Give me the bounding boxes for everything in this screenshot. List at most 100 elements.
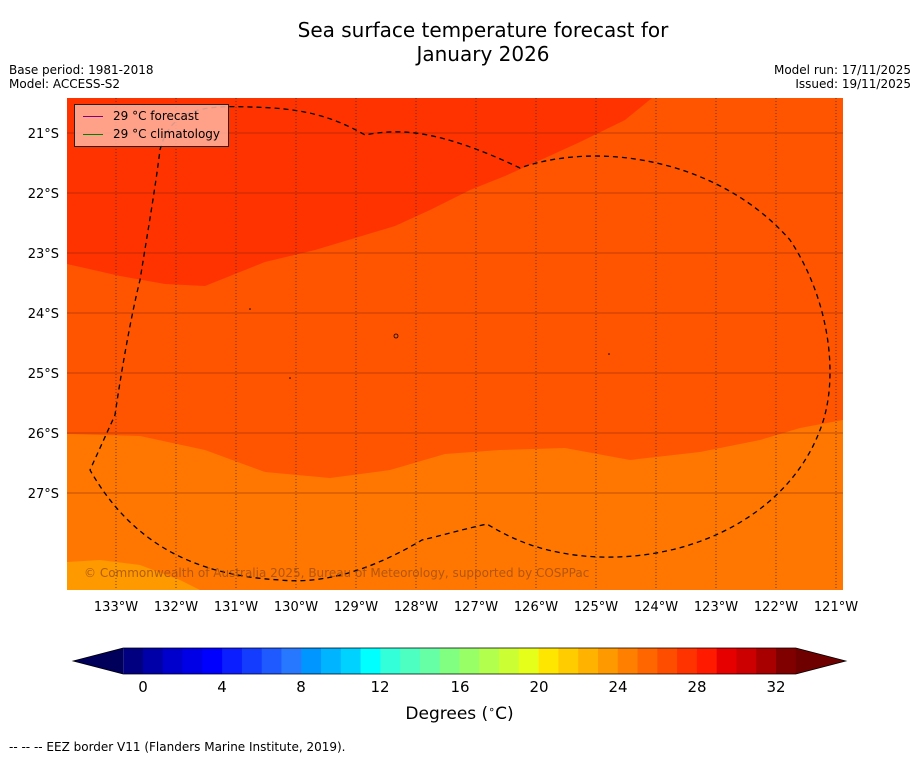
colorbar-tick-label: 16	[450, 678, 469, 696]
colorbar-segment	[380, 648, 401, 674]
legend-climatology: 29 °C climatology	[83, 126, 220, 142]
lat-tick-label: 23°S	[28, 247, 59, 262]
colorbar-tick-label: 12	[370, 678, 389, 696]
colorbar-segment	[776, 648, 797, 674]
colorbar-segment	[281, 648, 302, 674]
lat-tick-label: 22°S	[28, 187, 59, 202]
map-title: Sea surface temperature forecast for Jan…	[0, 18, 919, 66]
lon-tick-label: 131°W	[214, 600, 258, 615]
island-marker	[249, 308, 251, 310]
colorbar-segment	[597, 648, 619, 674]
colorbar-segment	[459, 648, 480, 674]
model-name: Model: ACCESS-S2	[9, 77, 121, 91]
lat-tick-label: 21°S	[28, 127, 59, 142]
lat-tick-label: 24°S	[28, 307, 59, 322]
island-marker	[289, 377, 291, 379]
island-marker	[608, 353, 610, 355]
colorbar-segment	[400, 648, 421, 674]
copyright-text: © Commonwealth of Australia 2025, Bureau…	[84, 566, 589, 580]
colorbar-segment	[617, 648, 639, 674]
colorbar-outline	[71, 647, 848, 675]
legend-forecast-swatch	[83, 115, 103, 117]
colorbar-segment	[578, 648, 599, 674]
lon-tick-label: 130°W	[274, 600, 318, 615]
colorbar-segment	[360, 648, 381, 674]
issued-date: Issued: 19/11/2025	[795, 77, 911, 91]
colorbar-segment	[439, 648, 460, 674]
legend-forecast-label: 29 °C forecast	[113, 109, 199, 123]
lat-tick-label: 26°S	[28, 427, 59, 442]
title-line-2: January 2026	[416, 42, 550, 66]
eez-footnote: -- -- -- EEZ border V11 (Flanders Marine…	[9, 740, 346, 754]
grid-lines	[115, 98, 837, 590]
lon-tick-label: 129°W	[334, 600, 378, 615]
region-southwest	[67, 560, 200, 590]
colorbar-segment	[538, 648, 559, 674]
colorbar-segment	[518, 648, 540, 674]
lon-tick-label: 124°W	[634, 600, 678, 615]
lon-tick-label: 127°W	[454, 600, 498, 615]
island-marker	[393, 333, 399, 339]
colorbar	[71, 647, 848, 675]
colorbar-segment	[419, 648, 441, 674]
colorbar-ticks: 0 4 8 12 16 20 24 28 32	[138, 678, 785, 696]
base-period: Base period: 1981-2018	[9, 63, 154, 77]
colorbar-segment	[637, 648, 658, 674]
colorbar-segment	[321, 648, 342, 674]
colorbar-segment	[657, 648, 678, 674]
colorbar-extend-high	[795, 648, 846, 674]
lon-tick-label: 133°W	[94, 600, 138, 615]
colorbar-label-text: Degrees (	[405, 704, 489, 724]
colorbar-tick-label: 8	[296, 678, 306, 696]
colorbar-label: Degrees (∘C)	[0, 703, 919, 724]
lon-tick-label: 132°W	[154, 600, 198, 615]
colorbar-tick-label: 28	[687, 678, 706, 696]
colorbar-tick-label: 24	[608, 678, 627, 696]
sst-field: © Commonwealth of Australia 2025, Bureau…	[67, 98, 843, 590]
colorbar-segment	[677, 648, 698, 674]
colorbar-tick-label: 20	[529, 678, 548, 696]
eez-border	[89, 106, 831, 582]
legend-climatology-label: 29 °C climatology	[113, 127, 221, 141]
colorbar-label-unit: C)	[495, 704, 514, 724]
legend-climatology-swatch	[83, 133, 103, 135]
lat-axis: 21°S 22°S 23°S 24°S 25°S 26°S 27°S	[28, 127, 59, 502]
colorbar-segment	[558, 648, 579, 674]
colorbar-segment	[143, 648, 164, 674]
lon-tick-label: 128°W	[394, 600, 438, 615]
colorbar-segment	[202, 648, 223, 674]
legend-forecast: 29 °C forecast	[83, 108, 199, 124]
colorbar-extend-low	[73, 648, 124, 674]
colorbar-segment	[261, 648, 282, 674]
degree-symbol: ∘	[488, 703, 496, 716]
title-line-1: Sea surface temperature forecast for	[297, 18, 669, 42]
model-run: Model run: 17/11/2025	[773, 63, 911, 77]
lon-tick-label: 126°W	[514, 600, 558, 615]
colorbar-tick-label: 32	[766, 678, 785, 696]
colorbar-segment	[479, 648, 500, 674]
meta-left: Base period: 1981-2018 Model: ACCESS-S2	[9, 63, 154, 91]
lon-axis: 133°W 132°W 131°W 130°W 129°W 128°W 127°…	[94, 600, 858, 615]
colorbar-segment	[340, 648, 362, 674]
colorbar-segment	[123, 648, 144, 674]
lat-tick-label: 25°S	[28, 367, 59, 382]
lon-tick-label: 123°W	[694, 600, 738, 615]
lon-tick-label: 121°W	[814, 600, 858, 615]
colorbar-segment	[499, 648, 520, 674]
colorbar-segment	[162, 648, 184, 674]
colorbar-segment	[182, 648, 203, 674]
lon-tick-label: 122°W	[754, 600, 798, 615]
lon-tick-label: 125°W	[574, 600, 618, 615]
colorbar-tick-label: 4	[217, 678, 227, 696]
colorbar-segment	[222, 648, 243, 674]
colorbar-tick-label: 0	[138, 678, 148, 696]
colorbar-segment	[301, 648, 322, 674]
colorbar-segment	[696, 648, 718, 674]
colorbar-segment	[736, 648, 757, 674]
meta-right: Model run: 17/11/2025 Issued: 19/11/2025	[774, 63, 911, 91]
colorbar-segment	[756, 648, 777, 674]
colorbar-segment	[241, 648, 263, 674]
lat-tick-label: 27°S	[28, 487, 59, 502]
colorbar-segment	[716, 648, 737, 674]
